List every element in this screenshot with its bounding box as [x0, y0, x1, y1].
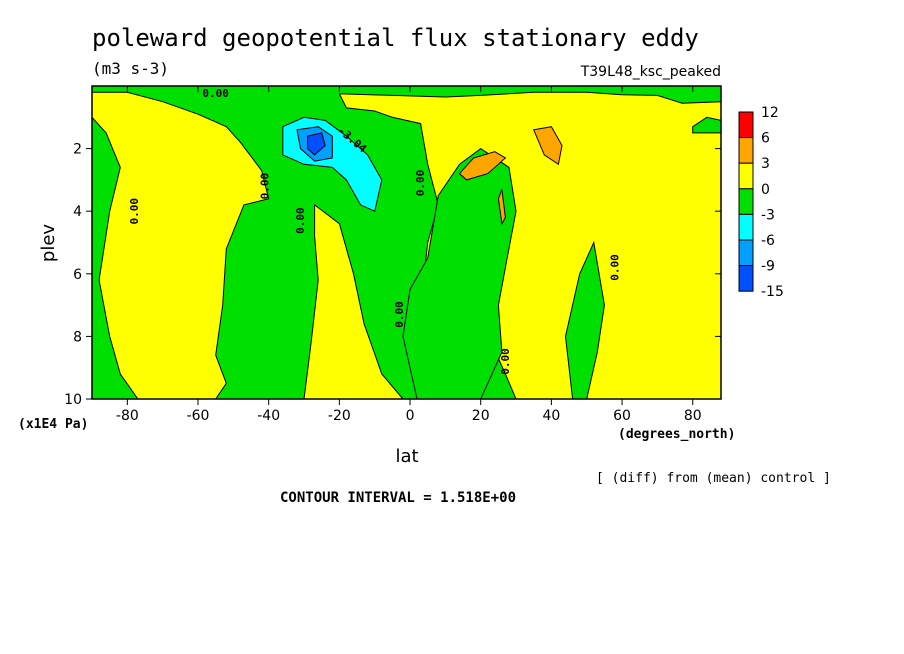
- contour-label: 0.00: [609, 254, 622, 281]
- contour-label: 0.00: [414, 170, 427, 197]
- plot-frame: [91, 85, 722, 400]
- colorbar-label: -6: [761, 233, 775, 249]
- colorbar-swatch: [738, 188, 754, 215]
- units-label: (m3 s-3): [92, 59, 169, 78]
- x-tick-label: 60: [613, 408, 631, 424]
- contour-region: [564, 240, 605, 400]
- colorbar-label: 0: [761, 182, 770, 198]
- contour-region: [532, 126, 563, 166]
- contour-interval: CONTOUR INTERVAL = 1.518E+00: [280, 490, 516, 506]
- colorbar-label: -9: [761, 259, 775, 275]
- y-tick-label: 4: [73, 204, 82, 220]
- contour-label: 0.00: [393, 301, 406, 328]
- x-tick-label: 40: [542, 408, 560, 424]
- x-tick-label: 80: [684, 408, 702, 424]
- y-tick-label: 8: [73, 329, 82, 345]
- x-axis-label: lat: [395, 446, 418, 467]
- colorbar-swatch: [738, 239, 754, 267]
- contour-region: [402, 147, 517, 400]
- contour-region: [338, 91, 722, 400]
- contour-label: 0.00: [259, 173, 272, 200]
- contour-label: 0.00: [128, 198, 141, 225]
- x-tick-label: 20: [472, 408, 490, 424]
- chart-title: poleward geopotential flux stationary ed…: [92, 24, 699, 52]
- contour-label: 0.00: [499, 348, 512, 375]
- contour-label: 0.00: [202, 87, 229, 100]
- contour-labels: 0.000.000.000.000.000.000.000.00-3.04: [128, 87, 622, 375]
- y-tick-label: 6: [73, 267, 82, 283]
- contour-region: [458, 151, 507, 181]
- contour-region: [497, 189, 506, 226]
- x-tick-label: -40: [257, 408, 280, 424]
- plot-area: [91, 86, 722, 400]
- colorbar-swatch: [738, 111, 754, 139]
- y-tick-label: 10: [64, 392, 82, 408]
- y-axis-units: (x1E4 Pa): [18, 417, 88, 432]
- colorbar-label: -3: [761, 207, 775, 223]
- colorbar-swatch: [738, 162, 754, 190]
- experiment-label: T39L48_ksc_peaked: [580, 64, 721, 80]
- x-tick-label: 0: [406, 408, 415, 424]
- colorbar: 12 6 3 0 -3 -6 -9 -15: [738, 105, 784, 300]
- contour-label: 0.00: [294, 207, 307, 234]
- y-tick-label: 2: [73, 142, 82, 158]
- x-axis: -80 -60 -40 -20 0 20 40 60 80: [116, 86, 702, 424]
- colorbar-label: -15: [761, 284, 784, 300]
- annotation-text: [ (diff) from (mean) control ]: [596, 471, 831, 486]
- colorbar-label: 12: [761, 105, 779, 121]
- colorbar-label: 3: [761, 156, 770, 172]
- colorbar-swatch: [738, 137, 754, 164]
- x-tick-label: -80: [116, 408, 139, 424]
- x-axis-units: (degrees_north): [618, 427, 735, 442]
- colorbar-swatch: [738, 265, 754, 292]
- y-axis-label: plev: [38, 224, 59, 263]
- y-axis: 2 4 6 8 10: [64, 142, 721, 408]
- colorbar-swatch: [738, 213, 754, 241]
- contour-region: [91, 91, 270, 400]
- x-tick-label: -20: [328, 408, 351, 424]
- colorbar-label: 6: [761, 131, 770, 147]
- x-tick-label: -60: [187, 408, 210, 424]
- contour-region: [307, 132, 326, 156]
